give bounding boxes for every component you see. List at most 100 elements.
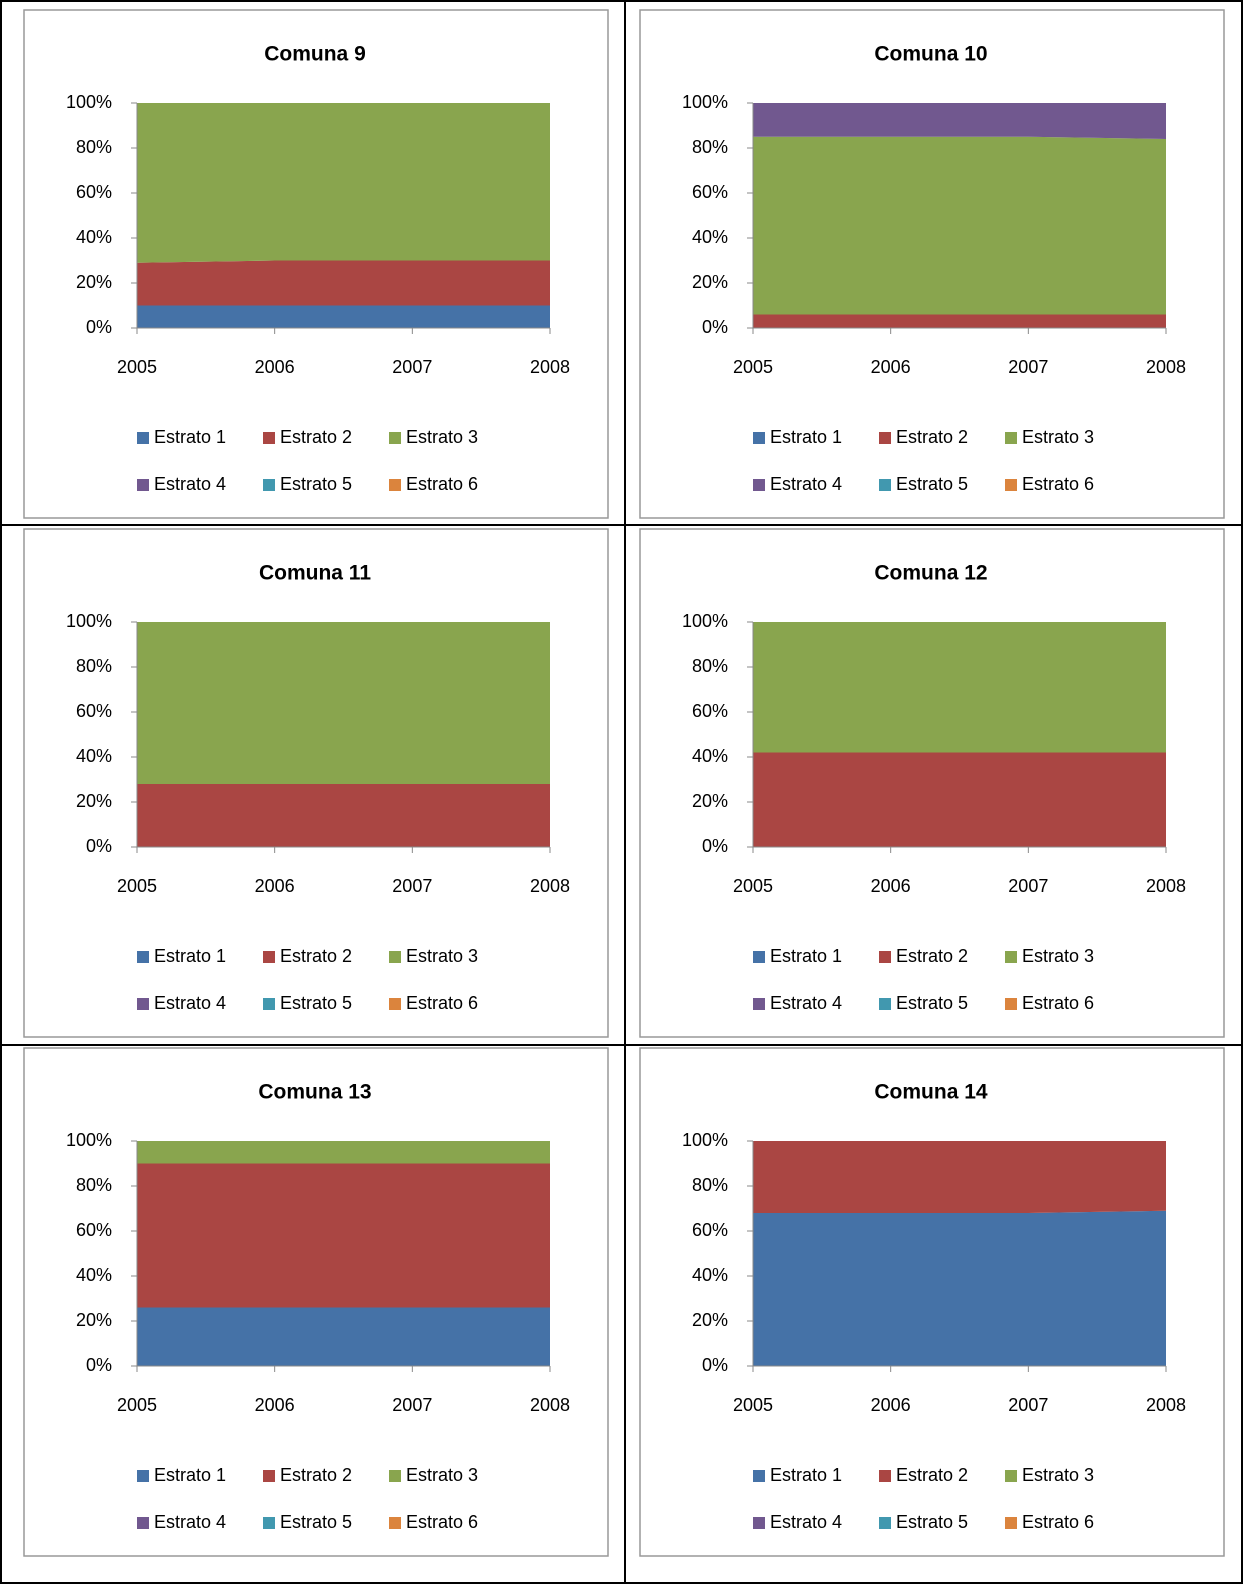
y-tick-label: 100%	[682, 1130, 728, 1150]
x-tick-label: 2005	[117, 1395, 157, 1415]
area	[753, 314, 1166, 328]
area	[137, 1307, 550, 1366]
x-tick-label: 2005	[733, 357, 773, 377]
chart-frame	[23, 9, 609, 519]
legend-swatch	[879, 1470, 891, 1482]
legend-label: Estrato 1	[154, 427, 226, 447]
x-tick-label: 2008	[530, 876, 570, 896]
x-tick-label: 2006	[255, 357, 295, 377]
y-tick-label: 80%	[76, 1175, 112, 1195]
area	[753, 1141, 1166, 1213]
legend-label: Estrato 3	[1022, 1465, 1094, 1485]
legend-swatch	[389, 1470, 401, 1482]
chart-title: Comuna 14	[874, 1081, 988, 1104]
legend-swatch	[753, 479, 765, 491]
x-tick-label: 2006	[871, 1395, 911, 1415]
legend-swatch	[137, 432, 149, 444]
legend-swatch	[879, 1517, 891, 1529]
legend-swatch	[1005, 998, 1017, 1010]
y-tick-label: 20%	[692, 1310, 728, 1330]
legend-swatch	[137, 479, 149, 491]
legend-swatch	[753, 1470, 765, 1482]
legend-swatch	[753, 951, 765, 963]
legend-swatch	[1005, 479, 1017, 491]
legend-label: Estrato 3	[406, 427, 478, 447]
legend-swatch	[263, 432, 275, 444]
x-tick-label: 2006	[255, 1395, 295, 1415]
y-tick-label: 80%	[692, 1175, 728, 1195]
area	[137, 784, 550, 847]
chart-title: Comuna 12	[874, 562, 987, 585]
legend-swatch	[263, 1470, 275, 1482]
x-tick-label: 2006	[871, 876, 911, 896]
y-tick-label: 40%	[692, 1265, 728, 1285]
y-tick-label: 0%	[702, 317, 728, 337]
legend-swatch	[753, 1517, 765, 1529]
legend-swatch	[753, 432, 765, 444]
legend-label: Estrato 2	[896, 427, 968, 447]
legend-swatch	[879, 479, 891, 491]
x-tick-label: 2007	[392, 1395, 432, 1415]
legend-label: Estrato 2	[896, 946, 968, 966]
legend-label: Estrato 3	[406, 946, 478, 966]
x-tick-label: 2007	[1008, 1395, 1048, 1415]
y-tick-label: 40%	[692, 227, 728, 247]
y-tick-label: 40%	[692, 746, 728, 766]
legend-label: Estrato 2	[280, 427, 352, 447]
x-tick-label: 2005	[117, 357, 157, 377]
legend-label: Estrato 6	[406, 1512, 478, 1532]
legend-swatch	[753, 998, 765, 1010]
x-tick-label: 2007	[392, 876, 432, 896]
area	[137, 1163, 550, 1308]
legend-label: Estrato 4	[154, 474, 226, 494]
area	[753, 752, 1166, 847]
x-tick-label: 2008	[1146, 357, 1186, 377]
legend-swatch	[1005, 1517, 1017, 1529]
legend-label: Estrato 4	[154, 993, 226, 1013]
legend-swatch	[137, 951, 149, 963]
chart-title: Comuna 10	[874, 43, 987, 66]
y-tick-label: 20%	[76, 791, 112, 811]
area	[753, 622, 1166, 753]
legend-label: Estrato 6	[1022, 1512, 1094, 1532]
x-tick-label: 2008	[1146, 876, 1186, 896]
y-tick-label: 40%	[76, 227, 112, 247]
legend-label: Estrato 5	[280, 993, 352, 1013]
y-tick-label: 80%	[692, 137, 728, 157]
legend-swatch	[263, 998, 275, 1010]
y-tick-label: 40%	[76, 1265, 112, 1285]
x-tick-label: 2007	[1008, 876, 1048, 896]
chart-frame	[639, 9, 1225, 519]
y-tick-label: 0%	[86, 836, 112, 856]
legend-swatch	[389, 1517, 401, 1529]
y-tick-label: 20%	[76, 272, 112, 292]
y-tick-label: 60%	[692, 701, 728, 721]
legend-label: Estrato 6	[1022, 474, 1094, 494]
y-tick-label: 80%	[692, 656, 728, 676]
legend-label: Estrato 5	[896, 474, 968, 494]
area	[753, 136, 1166, 315]
y-tick-label: 0%	[702, 1355, 728, 1375]
y-tick-label: 100%	[682, 611, 728, 631]
y-tick-label: 60%	[76, 701, 112, 721]
x-tick-label: 2006	[871, 357, 911, 377]
y-tick-label: 100%	[66, 1130, 112, 1150]
y-tick-label: 0%	[86, 1355, 112, 1375]
y-tick-label: 20%	[76, 1310, 112, 1330]
y-tick-label: 100%	[682, 92, 728, 112]
chart-frame	[639, 1047, 1225, 1557]
y-tick-label: 20%	[692, 791, 728, 811]
y-tick-label: 0%	[86, 317, 112, 337]
legend-label: Estrato 4	[770, 474, 842, 494]
area	[137, 622, 550, 784]
y-tick-label: 60%	[692, 182, 728, 202]
legend-label: Estrato 6	[406, 474, 478, 494]
x-tick-label: 2008	[1146, 1395, 1186, 1415]
legend-swatch	[879, 432, 891, 444]
legend-label: Estrato 1	[770, 1465, 842, 1485]
legend-swatch	[389, 951, 401, 963]
legend-label: Estrato 5	[896, 1512, 968, 1532]
y-tick-label: 100%	[66, 611, 112, 631]
area	[137, 1141, 550, 1164]
